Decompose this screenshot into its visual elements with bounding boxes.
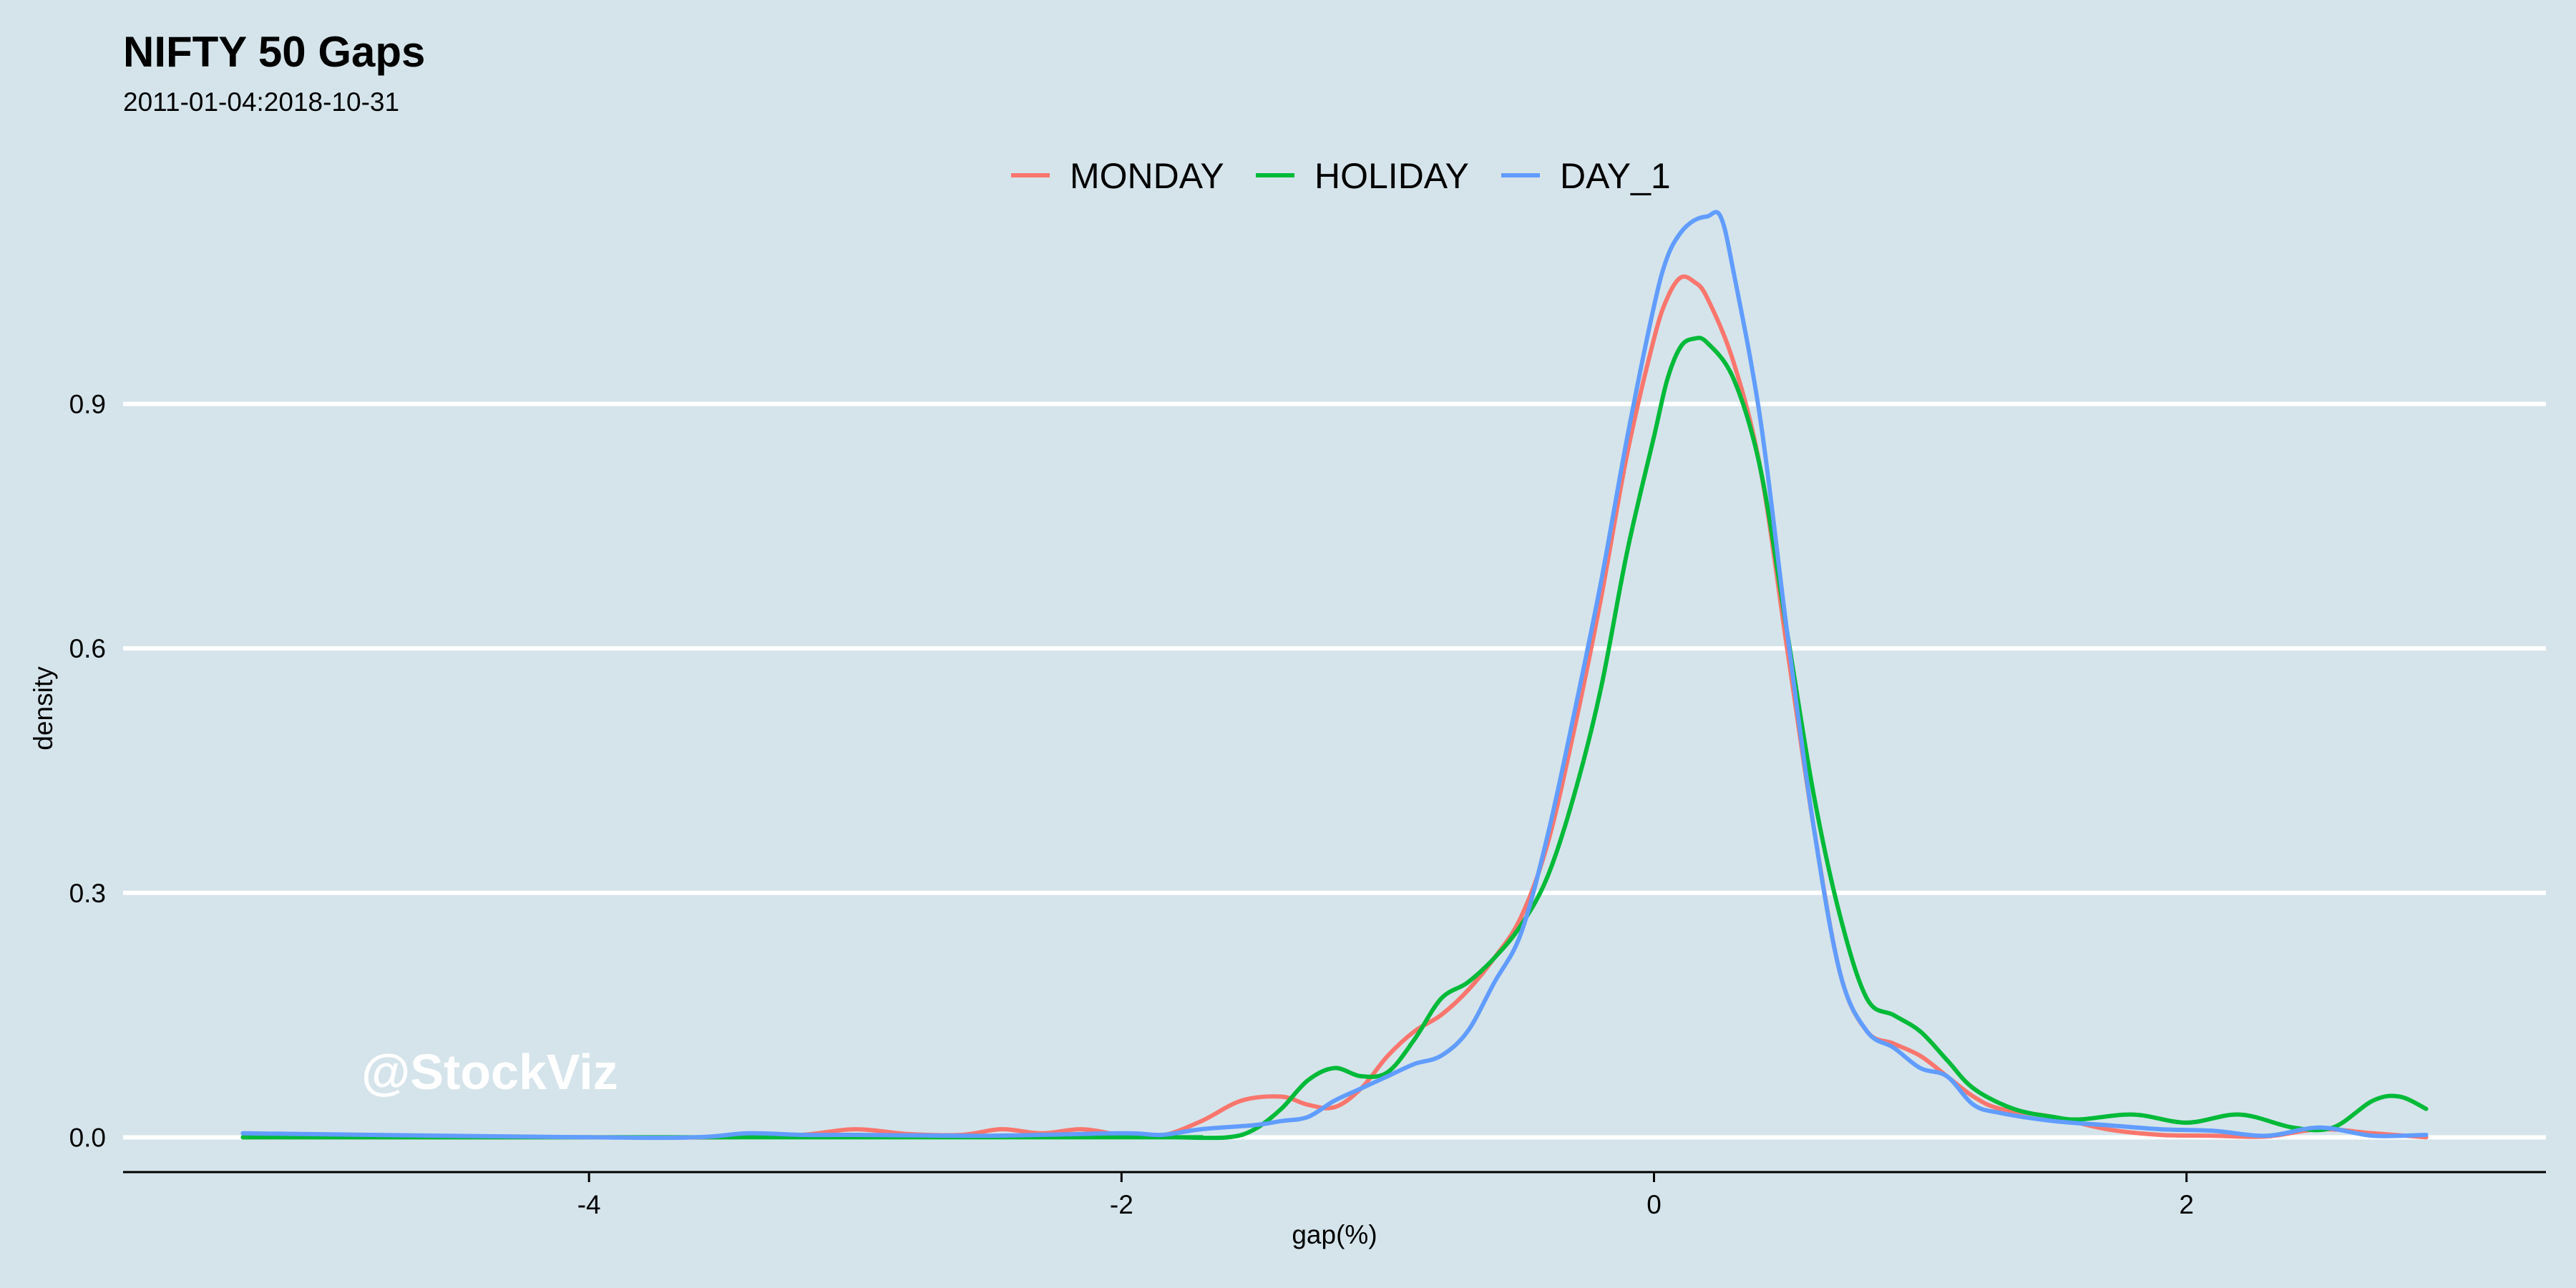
legend: MONDAY HOLIDAY DAY_1 <box>1011 156 1671 196</box>
legend-label-monday: MONDAY <box>1070 156 1224 196</box>
y-axis-ticks: 0.0 0.3 0.6 0.9 <box>69 389 106 1152</box>
legend-label-day-1: DAY_1 <box>1560 156 1671 196</box>
x-tick-label: 0 <box>1646 1190 1662 1219</box>
x-tick-label: -4 <box>577 1190 601 1219</box>
chart-title: NIFTY 50 Gaps <box>123 28 425 76</box>
series-line-monday <box>240 274 2429 1140</box>
y-tick-label: 0.0 <box>69 1123 106 1152</box>
series-line-holiday <box>240 336 2429 1141</box>
chart-subtitle: 2011-01-04:2018-10-31 <box>123 87 399 117</box>
x-axis-ticks: -4 -2 0 2 <box>577 1172 2194 1219</box>
legend-label-holiday: HOLIDAY <box>1314 156 1469 196</box>
gridlines <box>123 401 2546 1140</box>
y-tick-label: 0.3 <box>69 879 106 908</box>
y-axis-title: density <box>29 666 58 751</box>
y-tick-label: 0.6 <box>69 634 106 663</box>
watermark: @StockViz <box>361 1044 618 1100</box>
series-lines <box>240 210 2429 1141</box>
x-axis-title: gap(%) <box>1292 1220 1377 1249</box>
x-tick-label: -2 <box>1110 1190 1133 1219</box>
y-tick-label: 0.9 <box>69 389 106 419</box>
x-tick-label: 2 <box>2179 1190 2194 1219</box>
series-line-day-1 <box>240 210 2429 1141</box>
